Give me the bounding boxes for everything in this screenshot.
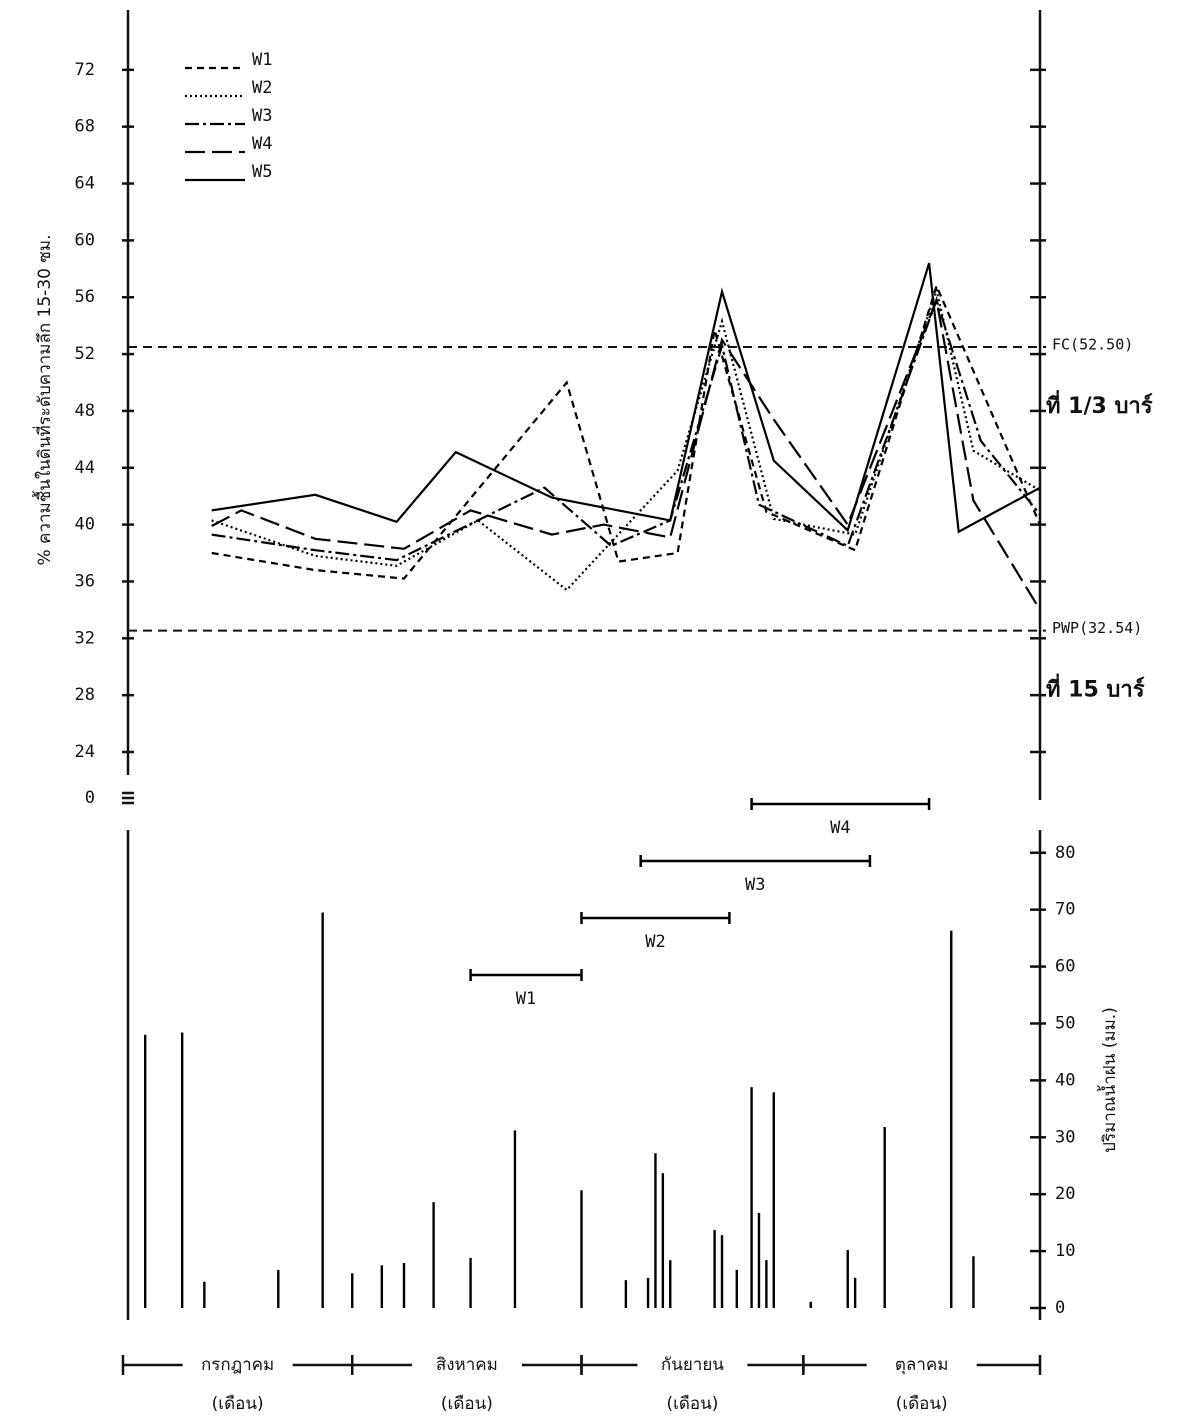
y-tick-label: 32 (75, 628, 95, 648)
y2-axis-title: ปริมาณน้ำฝน (มม.) (1097, 1007, 1120, 1153)
legend-label: W3 (252, 106, 272, 126)
month-label: กันยายน (661, 1355, 724, 1375)
bar (403, 1263, 405, 1308)
bar (625, 1280, 627, 1308)
y-axis-title: % ความชื้นในดินที่ระดับความลึก 15-30 ซม. (32, 234, 55, 565)
period-label: W2 (645, 932, 665, 952)
period-label: W4 (830, 818, 850, 838)
month-sublabel: (เดือน) (666, 1394, 718, 1414)
bar (972, 1256, 974, 1308)
y-tick-label: 52 (75, 344, 95, 364)
legend-label: W4 (252, 134, 272, 154)
bar (277, 1270, 279, 1308)
reference-label: FC(52.50) (1052, 335, 1133, 353)
y-tick-label: 40 (75, 515, 95, 535)
month-label: ตุลาคม (895, 1355, 949, 1375)
y-tick-label: 0 (85, 788, 95, 808)
y-tick-label: 40 (1055, 1070, 1075, 1090)
legend-label: W2 (252, 78, 272, 98)
bar (854, 1278, 856, 1308)
bar (810, 1302, 812, 1308)
bar (950, 931, 952, 1308)
reference-note: ที่ 1/3 บาร์ (1046, 389, 1153, 419)
bar (773, 1092, 775, 1308)
month-sublabel: (เดือน) (441, 1394, 493, 1414)
legend-label: W5 (252, 162, 272, 182)
bar (765, 1260, 767, 1308)
bar (432, 1202, 434, 1308)
y-tick-label: 20 (1055, 1184, 1075, 1204)
month-label: กรกฎาคม (201, 1355, 274, 1375)
y-tick-label: 10 (1055, 1241, 1075, 1261)
month-sublabel: (เดือน) (212, 1394, 264, 1414)
bar (469, 1258, 471, 1308)
bar (758, 1213, 760, 1308)
y-tick-label: 0 (1055, 1298, 1065, 1318)
month-label: สิงหาคม (436, 1355, 498, 1375)
y-tick-label: 28 (75, 685, 95, 705)
period-label: W1 (516, 989, 536, 1009)
bar (514, 1130, 516, 1308)
bar (144, 1035, 146, 1308)
bar (580, 1190, 582, 1308)
bar (750, 1087, 752, 1308)
y-tick-label: 56 (75, 287, 95, 307)
bar (721, 1235, 723, 1308)
y-tick-label: 70 (1055, 900, 1075, 920)
y-tick-label: 36 (75, 571, 95, 591)
legend-label: W1 (252, 50, 272, 70)
y-tick-label: 80 (1055, 843, 1075, 863)
y-tick-label: 72 (75, 60, 95, 80)
bar (736, 1270, 738, 1308)
period-label: W3 (745, 875, 765, 895)
bar (647, 1278, 649, 1308)
bar (662, 1173, 664, 1308)
chart: % ความชื้นในดินที่ระดับความลึก 15-30 ซม.… (0, 0, 1184, 1421)
bar (713, 1230, 715, 1308)
bar (381, 1265, 383, 1308)
page: {"chart_data": [ {"type": "line", "color… (0, 0, 1184, 1421)
reference-label: PWP(32.54) (1052, 619, 1142, 637)
y-tick-label: 68 (75, 117, 95, 137)
bar (884, 1127, 886, 1308)
bar (847, 1250, 849, 1308)
y-tick-label: 60 (75, 230, 95, 250)
bar (669, 1260, 671, 1308)
y-tick-label: 64 (75, 174, 95, 194)
y-tick-label: 24 (75, 742, 95, 762)
reference-note: ที่ 15 บาร์ (1046, 673, 1145, 703)
y-tick-label: 50 (1055, 1013, 1075, 1033)
y-tick-label: 60 (1055, 957, 1075, 977)
bar (654, 1153, 656, 1308)
background (0, 0, 1184, 1421)
bar (181, 1033, 183, 1308)
y-tick-label: 48 (75, 401, 95, 421)
y-tick-label: 44 (75, 458, 95, 478)
y-tick-label: 30 (1055, 1127, 1075, 1147)
month-sublabel: (เดือน) (896, 1394, 948, 1414)
bar (203, 1282, 205, 1308)
bar (351, 1273, 353, 1308)
bar (321, 913, 323, 1308)
